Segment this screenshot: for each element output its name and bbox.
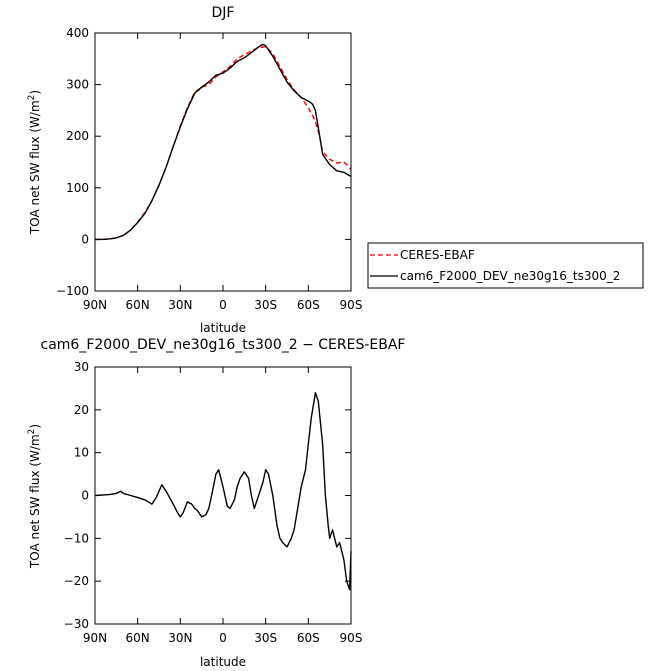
top-x-axis-label: latitude: [200, 321, 246, 335]
top-y-tick-label: 300: [66, 78, 89, 92]
bottom-chart-title: cam6_F2000_DEV_ne30g16_ts300_2 − CERES-E…: [41, 337, 406, 353]
top-x-tick-label: 30N: [168, 298, 192, 312]
top-y-tick-label: 400: [66, 26, 89, 40]
top-panel: DJF 90N 60N 30N 0 30S 60S 90S −100 0 100 200 300 400…: [27, 5, 362, 335]
top-x-tick-label: 0: [219, 298, 227, 312]
legend-label-cam6: cam6_F2000_DEV_ne30g16_ts300_2: [400, 269, 620, 283]
bottom-x-axis-label: latitude: [200, 655, 246, 669]
bottom-y-tick-label: −20: [64, 574, 89, 588]
bottom-panel: cam6_F2000_DEV_ne30g16_ts300_2 − CERES-E…: [27, 337, 405, 669]
bottom-y-tick-label: −30: [64, 617, 89, 631]
top-x-tick-label: 90N: [83, 298, 107, 312]
legend-label-ceres: CERES-EBAF: [400, 248, 475, 262]
bottom-y-tick-label: 0: [81, 489, 89, 503]
top-x-tick-label: 60N: [126, 298, 150, 312]
top-y-tick-label: 100: [66, 181, 89, 195]
top-series-line-cam6-f2000-dev-ne30g16-ts300-2: [95, 43, 352, 241]
bottom-x-tick-label: 30S: [254, 631, 277, 645]
top-y-tick-label: 200: [66, 129, 89, 143]
bottom-y-tick-label: 30: [74, 360, 89, 374]
top-x-tick-label: 30S: [254, 298, 277, 312]
bottom-y-tick-label: −10: [64, 531, 89, 545]
top-y-axis-label: TOA net SW flux (W/m2): [27, 90, 42, 235]
bottom-x-tick-label: 0: [219, 631, 227, 645]
bottom-y-axis-label: TOA net SW flux (W/m2): [27, 424, 42, 569]
bottom-x-tick-label: 90N: [83, 631, 107, 645]
bottom-x-tick-label: 60S: [297, 631, 320, 645]
bottom-x-tick-label: 90S: [340, 631, 363, 645]
top-chart-title: DJF: [212, 5, 235, 21]
bottom-y-tick-label: 10: [74, 446, 89, 460]
top-series-line-ceres-ebaf: [95, 46, 352, 241]
top-plot-frame: [94, 32, 352, 292]
top-y-tick-label: −100: [56, 284, 89, 298]
bottom-x-tick-label: 60N: [126, 631, 150, 645]
top-x-tick-label: 90S: [340, 298, 363, 312]
legend-box: [367, 242, 644, 289]
top-y-tick-label: 0: [81, 232, 89, 246]
bottom-plot-frame: [94, 366, 352, 625]
top-x-tick-label: 60S: [297, 298, 320, 312]
bottom-series-line-difference: [94, 392, 352, 591]
bottom-y-tick-label: 20: [74, 403, 89, 417]
bottom-x-tick-label: 30N: [168, 631, 192, 645]
legend: CERES-EBAF cam6_F2000_DEV_ne30g16_ts300_…: [367, 242, 644, 289]
